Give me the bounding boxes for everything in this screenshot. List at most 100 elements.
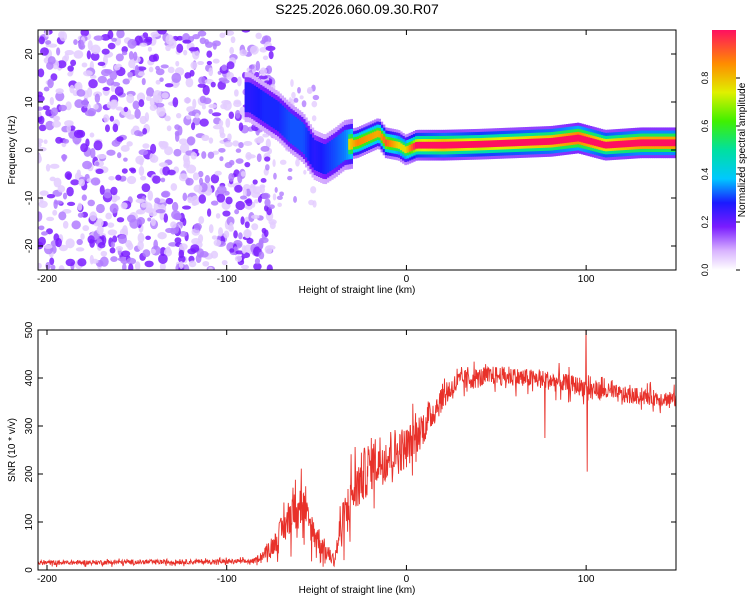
noise-blob bbox=[45, 261, 51, 270]
noise-blob bbox=[127, 242, 134, 251]
noise-blob bbox=[140, 175, 147, 181]
noise-blob bbox=[160, 177, 166, 183]
noise-blob bbox=[248, 64, 255, 70]
y-tick-label: 20 bbox=[24, 48, 35, 60]
noise-blob bbox=[38, 106, 44, 111]
noise-blob bbox=[238, 232, 243, 240]
noise-blob bbox=[38, 262, 42, 269]
ridge-cell bbox=[415, 141, 418, 149]
figure-title: S225.2026.060.09.30.R07 bbox=[275, 1, 439, 17]
noise-blob bbox=[108, 175, 115, 181]
noise-blob bbox=[219, 156, 224, 162]
ridge-cell bbox=[525, 138, 528, 146]
noise-blob bbox=[265, 45, 276, 52]
ridge-cell bbox=[453, 141, 457, 149]
noise-blob bbox=[110, 186, 118, 196]
ridge-cell bbox=[509, 139, 513, 147]
noise-blob bbox=[245, 198, 253, 207]
ridge-cell bbox=[434, 141, 438, 149]
ridge-cell bbox=[630, 140, 634, 147]
noise-blob bbox=[279, 159, 287, 165]
ridge-cell bbox=[333, 138, 336, 169]
ridge-cell bbox=[632, 139, 636, 147]
ridge-cell bbox=[268, 95, 272, 126]
ridge-cell bbox=[412, 142, 416, 150]
noise-blob bbox=[235, 148, 242, 153]
ridge-cell bbox=[654, 139, 658, 147]
ridge-cell bbox=[550, 137, 554, 145]
noise-blob bbox=[148, 66, 154, 73]
ridge-cell bbox=[561, 136, 565, 144]
noise-blob bbox=[191, 122, 196, 131]
ridge-cell bbox=[389, 140, 392, 148]
ridge-cell bbox=[326, 142, 330, 173]
noise-blob bbox=[241, 245, 247, 254]
noise-blob bbox=[208, 67, 214, 77]
noise-blob bbox=[147, 46, 152, 52]
ridge-cell bbox=[505, 139, 509, 147]
noise-blob bbox=[154, 197, 161, 204]
noise-blob bbox=[50, 107, 59, 116]
y-tick-label: 200 bbox=[24, 465, 35, 482]
noise-blob bbox=[197, 83, 207, 88]
noise-blob bbox=[100, 250, 108, 257]
ridge-cell bbox=[598, 140, 601, 148]
noise-blob bbox=[234, 89, 239, 97]
noise-blob bbox=[134, 108, 141, 120]
noise-blob bbox=[56, 47, 61, 56]
noise-blob bbox=[293, 97, 299, 103]
noise-blob bbox=[122, 225, 128, 236]
snr-frame bbox=[37, 329, 677, 571]
ridge-cell bbox=[296, 118, 300, 149]
ridge-cell bbox=[464, 141, 468, 148]
noise-blob bbox=[192, 117, 201, 126]
ridge-cell bbox=[557, 137, 561, 144]
noise-blob bbox=[118, 234, 127, 244]
noise-blob bbox=[96, 225, 104, 235]
noise-blob bbox=[134, 64, 140, 75]
noise-blob bbox=[195, 113, 200, 119]
noise-blob bbox=[83, 70, 93, 77]
ridge-cell bbox=[572, 135, 576, 142]
ridge-cell bbox=[277, 101, 280, 132]
noise-blob bbox=[152, 175, 161, 184]
ridge-cell bbox=[425, 141, 429, 149]
noise-blob bbox=[138, 165, 145, 176]
ridge-cell bbox=[490, 140, 494, 148]
noise-blob bbox=[181, 205, 192, 210]
ridge-cell bbox=[600, 140, 604, 148]
noise-blob bbox=[38, 152, 42, 163]
noise-blob bbox=[130, 168, 137, 174]
ridge-cell bbox=[537, 138, 541, 146]
noise-blob bbox=[279, 191, 284, 197]
x-tick-label: -100 bbox=[217, 574, 237, 585]
noise-blob bbox=[58, 265, 65, 270]
noise-blob bbox=[152, 89, 163, 101]
noise-blob bbox=[176, 43, 184, 53]
ridge-cell bbox=[348, 138, 351, 150]
ridge-cell bbox=[294, 116, 297, 147]
ridge-cell bbox=[399, 143, 403, 151]
noise-blob bbox=[245, 204, 253, 210]
noise-blob bbox=[43, 139, 48, 145]
noise-blob bbox=[163, 213, 168, 223]
ridge-cell bbox=[270, 97, 274, 128]
ridge-cell bbox=[447, 141, 451, 149]
noise-blob bbox=[99, 185, 105, 196]
noise-blob bbox=[74, 99, 84, 109]
noise-blob bbox=[208, 108, 213, 114]
noise-blob bbox=[179, 231, 188, 237]
noise-blob bbox=[103, 114, 110, 123]
ridge-cell bbox=[555, 137, 558, 145]
noise-blob bbox=[238, 122, 244, 132]
noise-blob bbox=[126, 141, 133, 147]
ridge-cell bbox=[456, 141, 459, 149]
noise-blob bbox=[164, 146, 174, 156]
noise-blob bbox=[122, 78, 130, 85]
ridge-cell bbox=[484, 140, 487, 148]
noise-blob bbox=[69, 84, 75, 94]
noise-blob bbox=[234, 255, 243, 262]
noise-blob bbox=[257, 136, 264, 143]
noise-blob bbox=[193, 223, 202, 231]
noise-blob bbox=[228, 159, 235, 166]
